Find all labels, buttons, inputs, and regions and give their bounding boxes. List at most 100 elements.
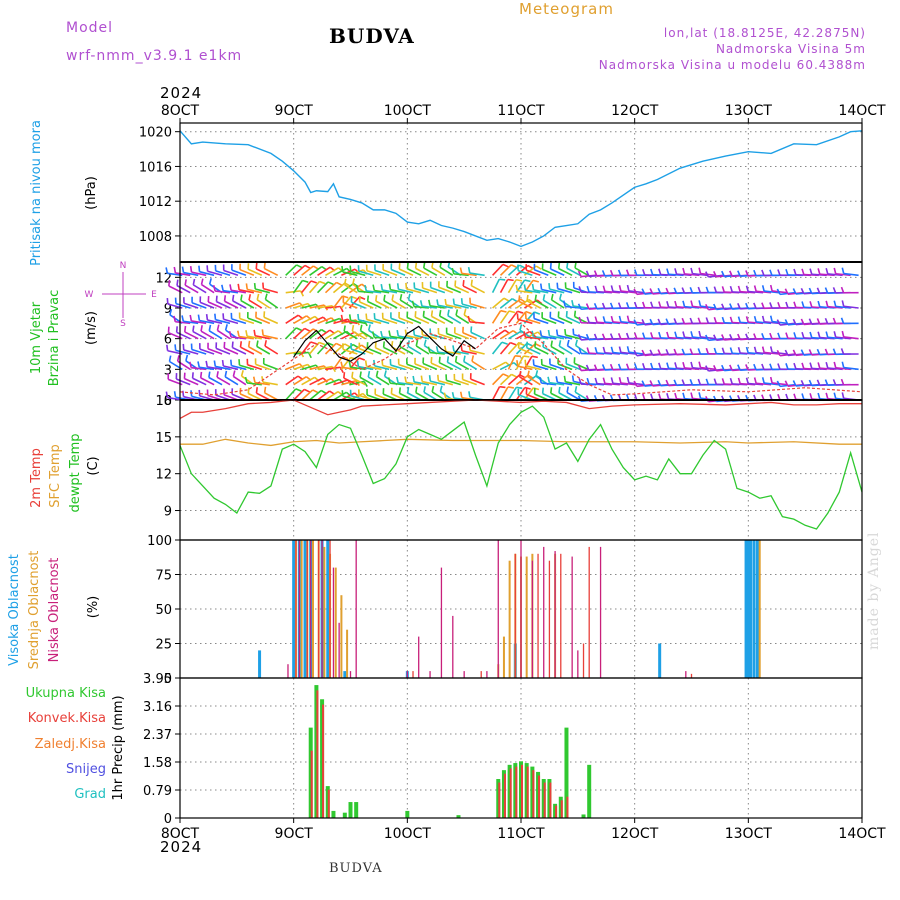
wind-barb-flag bbox=[419, 300, 423, 307]
wind-barb bbox=[247, 392, 263, 401]
wind-barb-flag bbox=[526, 294, 529, 302]
wind-barb bbox=[374, 289, 390, 294]
wind-barb-flag bbox=[437, 374, 440, 381]
wind-barb-flag bbox=[165, 391, 169, 398]
cloud-bar-1 bbox=[758, 540, 761, 678]
wind-barb bbox=[549, 317, 565, 325]
wind-barb-flag bbox=[682, 267, 686, 275]
wind-barb-flag bbox=[396, 283, 400, 290]
wind-barb bbox=[176, 331, 191, 340]
wind-barb-flag bbox=[601, 302, 606, 309]
wind-barb bbox=[285, 375, 299, 386]
wind-barb-flag bbox=[412, 375, 415, 383]
wind-barb bbox=[239, 364, 255, 371]
wind-barb bbox=[515, 387, 526, 401]
wind-barb-flag bbox=[548, 283, 551, 290]
wind-barb-flag bbox=[438, 356, 441, 363]
wind-barb-flag bbox=[435, 346, 439, 353]
wind-barb-flag bbox=[439, 385, 443, 392]
wind-barb-flag bbox=[406, 386, 410, 394]
wind-barb bbox=[566, 267, 581, 276]
wind-barb-flag bbox=[516, 386, 523, 390]
wind-barb bbox=[390, 288, 406, 294]
cloud-bar-2 bbox=[577, 650, 579, 678]
cloud-bar-2 bbox=[355, 540, 357, 678]
x-tick-label-top: 12OCT bbox=[611, 103, 659, 119]
cloud-bar-3 bbox=[588, 546, 590, 678]
wind-barb-flag bbox=[526, 342, 533, 347]
wind-barb-flag bbox=[215, 295, 218, 302]
wind-barb bbox=[620, 320, 636, 325]
wind-barb bbox=[525, 318, 541, 325]
wind-barb-flag bbox=[455, 309, 459, 316]
wind-barb bbox=[470, 378, 485, 386]
precip-bar-0 bbox=[587, 764, 592, 818]
wind-barb bbox=[431, 266, 446, 276]
wind-barb-flag bbox=[535, 343, 542, 348]
wind-barb bbox=[533, 364, 549, 371]
wind-barb bbox=[454, 332, 470, 340]
wind-barb-flag bbox=[649, 380, 654, 387]
wind-barb-flag bbox=[510, 264, 518, 269]
wind-barb-flag bbox=[214, 313, 217, 320]
wind-barb-flag bbox=[335, 342, 342, 347]
wind-barb bbox=[500, 329, 514, 340]
wind-barb bbox=[542, 268, 557, 277]
wind-barb bbox=[247, 317, 263, 325]
wind-barb bbox=[207, 319, 223, 325]
wind-barb bbox=[470, 331, 485, 340]
wind-barb-flag bbox=[801, 268, 805, 275]
wind-barb-flag bbox=[713, 303, 718, 310]
wind-barb bbox=[398, 382, 414, 386]
compass-e: E bbox=[151, 290, 157, 300]
cloud-bar-3 bbox=[306, 540, 308, 678]
wind-barb bbox=[316, 281, 329, 294]
wind-barb-flag bbox=[809, 301, 813, 308]
wind-barb bbox=[316, 342, 329, 355]
wind-barb bbox=[558, 316, 573, 325]
wind-barb-flag bbox=[721, 364, 726, 371]
wind-barb bbox=[199, 366, 215, 371]
cloud-bar-0 bbox=[258, 650, 262, 678]
wind-barb-flag bbox=[602, 377, 606, 384]
wind-barb-flag bbox=[296, 264, 303, 269]
wind-barb-flag bbox=[633, 319, 638, 326]
wind-barb-flag bbox=[197, 361, 201, 368]
wind-barb-flag bbox=[524, 359, 527, 366]
wind-barb-flag bbox=[841, 267, 845, 274]
wind-barb-flag bbox=[336, 281, 343, 286]
wind-barb bbox=[550, 268, 565, 277]
temp-unit: (C) bbox=[86, 456, 101, 475]
wind-barb-flag bbox=[460, 344, 463, 351]
wind-barb bbox=[383, 300, 398, 309]
wind-barb bbox=[558, 267, 573, 277]
dewpt-axis-title: dewpt Temp bbox=[68, 433, 83, 512]
wind-speed-line-1 bbox=[293, 325, 476, 362]
wind-barb-flag bbox=[507, 278, 514, 282]
wind-barb bbox=[414, 287, 430, 294]
wind-barb bbox=[176, 284, 191, 294]
wind-barb-flag bbox=[380, 284, 384, 291]
wind-barb-flag bbox=[577, 334, 582, 341]
wind-barb bbox=[454, 379, 469, 386]
wind-barb bbox=[308, 280, 321, 294]
cloud-bar-0 bbox=[749, 540, 753, 678]
wind-barb-flag bbox=[737, 377, 741, 384]
wind-barb-flag bbox=[618, 285, 622, 292]
wind-barb bbox=[358, 347, 374, 355]
wind-barb-flag bbox=[745, 333, 749, 340]
wind-barb-flag bbox=[183, 325, 187, 333]
wind-barb-flag bbox=[414, 262, 418, 269]
wind-barb-flag bbox=[833, 267, 837, 274]
wind-barb bbox=[492, 329, 506, 340]
wind-barb-flag bbox=[446, 356, 450, 363]
wind-barb-flag bbox=[562, 300, 566, 307]
wind-barb bbox=[492, 263, 504, 276]
wind-barb-flag bbox=[468, 391, 471, 398]
wind-barb bbox=[231, 318, 247, 325]
wind-barb-flag bbox=[499, 278, 506, 281]
wind-barb-flag bbox=[463, 308, 467, 316]
wind-barb-flag bbox=[721, 303, 726, 310]
wind-barb bbox=[300, 280, 312, 294]
wind-barb-flag bbox=[769, 346, 773, 353]
